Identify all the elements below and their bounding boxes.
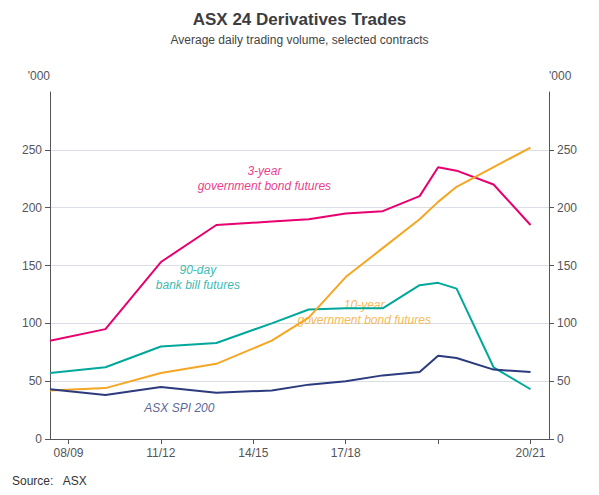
svg-text:ASX 24 Derivatives Trades: ASX 24 Derivatives Trades — [193, 10, 407, 29]
svg-text:bank bill futures: bank bill futures — [156, 278, 240, 292]
svg-text:150: 150 — [557, 259, 577, 273]
svg-text:50: 50 — [557, 374, 571, 388]
svg-text:100: 100 — [22, 316, 42, 330]
svg-text:ASX SPI 200: ASX SPI 200 — [143, 401, 214, 415]
svg-text:250: 250 — [22, 143, 42, 157]
svg-text:0: 0 — [35, 432, 42, 446]
svg-text:50: 50 — [29, 374, 43, 388]
svg-text:200: 200 — [557, 201, 577, 215]
svg-text:17/18: 17/18 — [331, 446, 361, 460]
svg-text:'000: '000 — [549, 69, 572, 83]
svg-text:100: 100 — [557, 316, 577, 330]
svg-text:Source: ASX: Source: ASX — [12, 474, 87, 488]
svg-text:3-year: 3-year — [247, 164, 282, 178]
svg-text:0: 0 — [557, 432, 564, 446]
svg-text:200: 200 — [22, 201, 42, 215]
svg-text:11/12: 11/12 — [146, 446, 175, 460]
svg-text:14/15: 14/15 — [238, 446, 268, 460]
svg-text:08/09: 08/09 — [53, 446, 83, 460]
svg-text:250: 250 — [557, 143, 577, 157]
svg-text:Average daily trading volume,: Average daily trading volume, selected c… — [171, 33, 429, 47]
svg-text:10-year: 10-year — [344, 298, 386, 312]
svg-text:90-day: 90-day — [180, 263, 218, 277]
svg-text:'000: '000 — [28, 69, 51, 83]
svg-text:150: 150 — [22, 259, 42, 273]
svg-text:government bond futures: government bond futures — [198, 179, 331, 193]
svg-text:20/21: 20/21 — [516, 446, 546, 460]
svg-text:government bond futures: government bond futures — [297, 313, 430, 327]
